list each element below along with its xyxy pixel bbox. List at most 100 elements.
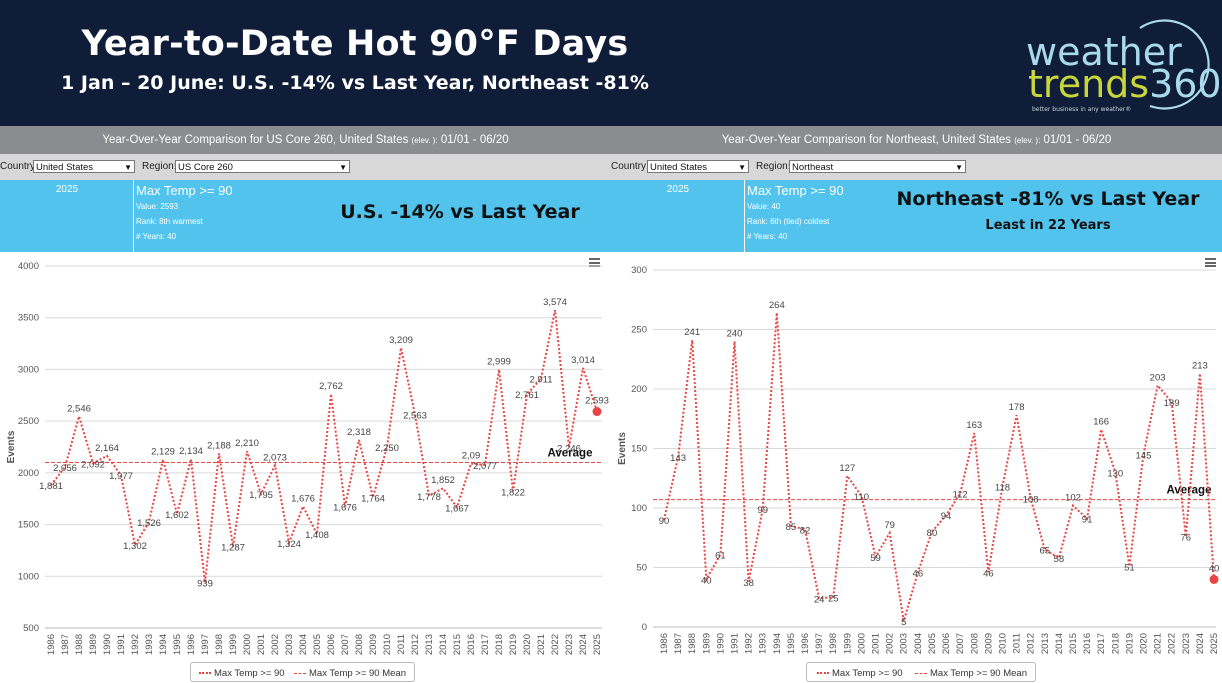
y-tick-label: 0 <box>642 622 647 633</box>
x-tick-label: 2017 <box>1096 633 1107 654</box>
y-tick-label: 150 <box>631 444 647 455</box>
x-tick-label: 2025 <box>1209 633 1220 654</box>
data-label: 2,999 <box>487 357 511 368</box>
x-tick-label: 2004 <box>913 633 924 654</box>
x-tick-label: 2010 <box>997 633 1008 654</box>
x-tick-label: 2016 <box>466 634 477 655</box>
summary-value: Value: 2593 <box>136 202 179 211</box>
y-axis-title: Events <box>617 432 628 465</box>
x-tick-label: 2020 <box>1138 633 1149 654</box>
x-tick-label: 1997 <box>200 634 211 655</box>
region-select-value: US Core 260 <box>178 162 233 173</box>
data-label: 2,09 <box>462 451 481 462</box>
data-label: 1,764 <box>361 493 385 504</box>
x-tick-label: 2018 <box>1110 633 1121 654</box>
region-select[interactable]: Northeast ▼ <box>789 160 966 173</box>
logo-ring-icon <box>1139 19 1210 110</box>
x-tick-label: 1988 <box>687 633 698 654</box>
legend-label-mean: Max Temp >= 90 Mean <box>930 668 1027 679</box>
data-label: 2,318 <box>347 427 371 438</box>
data-label: 2,593 <box>585 396 609 407</box>
x-tick-label: 2023 <box>564 634 575 655</box>
panel-title-dates: 01/01 - 06/20 <box>1043 134 1112 146</box>
summary-value: Value: 40 <box>747 202 781 211</box>
x-tick-label: 2021 <box>536 634 547 655</box>
x-tick-label: 2013 <box>424 634 435 655</box>
x-tick-label: 2004 <box>298 634 309 655</box>
y-tick-label: 50 <box>636 563 647 574</box>
chevron-down-icon: ▼ <box>955 163 963 172</box>
x-tick-label: 1995 <box>172 634 183 655</box>
legend-item-mean[interactable]: Max Temp >= 90 Mean <box>294 668 406 679</box>
data-label: 2,073 <box>263 452 287 463</box>
data-label: 241 <box>684 327 700 338</box>
chart-legend[interactable]: Max Temp >= 90 Max Temp >= 90 Mean <box>190 662 415 682</box>
data-label: 2,188 <box>207 440 231 451</box>
data-label: 2,092 <box>81 459 105 470</box>
logo-word-trends-text: trends <box>1028 62 1150 106</box>
region-select-value: Northeast <box>792 162 834 173</box>
x-tick-label: 1999 <box>842 633 853 654</box>
data-label: 2,210 <box>235 438 259 449</box>
data-label: 99 <box>757 505 768 516</box>
panel-us: Year-Over-Year Comparison for US Core 26… <box>0 126 611 683</box>
callout-text: Northeast -81% vs Last Year <box>896 188 1200 210</box>
data-label: 2,911 <box>529 375 552 386</box>
data-label: 91 <box>1082 515 1093 526</box>
chevron-down-icon: ▼ <box>738 163 746 172</box>
x-tick-label: 1986 <box>46 634 57 655</box>
legend-item-series[interactable]: Max Temp >= 90 <box>199 668 285 679</box>
logo-tagline: better business in any weather® <box>1032 106 1132 113</box>
data-label: 1,602 <box>165 510 189 521</box>
data-label: 145 <box>1136 450 1152 461</box>
y-tick-label: 300 <box>631 265 647 276</box>
menu-icon[interactable] <box>1205 258 1216 267</box>
chart-legend[interactable]: Max Temp >= 90 Max Temp >= 90 Mean <box>806 662 1036 682</box>
logo-word-360: 360 <box>1149 62 1222 106</box>
data-label: 40 <box>1209 563 1220 574</box>
x-tick-label: 2011 <box>1012 633 1023 653</box>
country-select[interactable]: United States ▼ <box>647 160 749 173</box>
data-label: 264 <box>769 300 785 311</box>
x-tick-label: 2019 <box>508 634 519 655</box>
summary-divider <box>133 180 134 252</box>
x-tick-label: 1987 <box>673 633 684 654</box>
data-label: 939 <box>197 579 213 590</box>
data-label: 1,526 <box>137 518 161 529</box>
x-tick-label: 2009 <box>983 633 994 654</box>
x-tick-label: 2000 <box>856 633 867 654</box>
x-tick-label: 1989 <box>88 634 99 655</box>
summary-year: 2025 <box>666 184 690 195</box>
data-label: 90 <box>659 516 670 527</box>
x-tick-label: 2018 <box>494 634 505 655</box>
summary-bar: 2025 Max Temp >= 90 Value: 2593 Rank: 8t… <box>0 180 611 252</box>
x-tick-label: 2002 <box>885 633 896 654</box>
x-tick-label: 1989 <box>701 633 712 654</box>
x-tick-label: 1988 <box>74 634 85 655</box>
data-label: 2,077 <box>473 461 497 472</box>
y-tick-label: 1000 <box>18 571 39 582</box>
data-label: 143 <box>670 453 686 464</box>
data-label: 3,574 <box>543 297 567 308</box>
callout-text: U.S. -14% vs Last Year <box>340 201 580 223</box>
chevron-down-icon: ▼ <box>339 163 347 172</box>
data-label: 3,209 <box>389 335 413 346</box>
x-tick-label: 2003 <box>284 634 295 655</box>
legend-item-series[interactable]: Max Temp >= 90 <box>817 668 903 679</box>
summary-bar: 2025 Max Temp >= 90 Value: 40 Rank: 6th … <box>611 180 1222 252</box>
data-label: 40 <box>701 575 712 586</box>
country-select[interactable]: United States ▼ <box>33 160 135 173</box>
data-label: 1,977 <box>109 471 133 482</box>
x-tick-label: 2001 <box>871 633 882 654</box>
data-label: 2,164 <box>95 443 119 454</box>
data-label: 213 <box>1192 361 1208 372</box>
y-tick-label: 3500 <box>18 313 39 324</box>
x-tick-label: 2016 <box>1082 633 1093 654</box>
legend-item-mean[interactable]: Max Temp >= 90 Mean <box>915 668 1027 679</box>
data-label: 1,822 <box>501 487 525 498</box>
data-label: 1,302 <box>123 541 147 552</box>
data-label: 189 <box>1164 398 1180 409</box>
legend-swatch-series <box>199 672 211 675</box>
region-select[interactable]: US Core 260 ▼ <box>175 160 350 173</box>
x-tick-label: 1991 <box>116 634 127 655</box>
